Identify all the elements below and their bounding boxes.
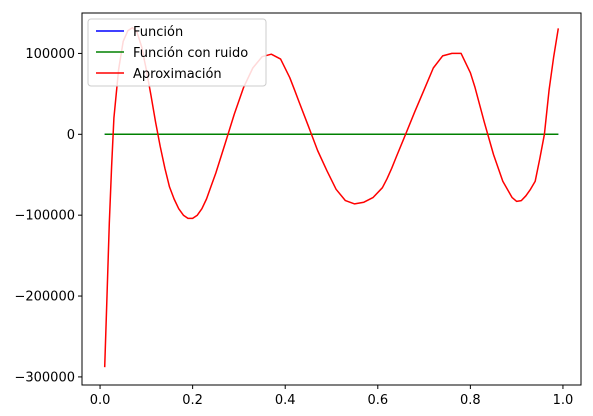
y-tick-label: 100000 [25, 47, 75, 62]
x-axis: 0.0 0.2 0.4 0.6 0.8 1.0 [90, 385, 574, 408]
legend-label: Función con ruido [133, 46, 248, 61]
x-tick-label: 0.2 [182, 393, 203, 408]
y-tick-label: −100000 [14, 209, 75, 224]
legend-box [87, 18, 267, 87]
legend: Función Función con ruido Aproximación [87, 18, 267, 87]
y-axis: −300000 −200000 −100000 0 100000 [14, 47, 82, 385]
y-tick-label: 0 [67, 128, 75, 143]
x-tick-label: 0.8 [460, 393, 481, 408]
y-tick-label: −300000 [14, 370, 75, 385]
legend-label: Función [133, 25, 183, 40]
legend-label: Aproximación [133, 67, 222, 82]
plot-area [103, 26, 560, 368]
x-tick-label: 0.4 [275, 393, 296, 408]
y-tick-label: −200000 [14, 290, 75, 305]
x-tick-label: 1.0 [553, 393, 574, 408]
series-line-2 [103, 26, 560, 368]
x-tick-label: 0.0 [90, 393, 111, 408]
x-tick-label: 0.6 [367, 393, 388, 408]
plot-frame [81, 12, 582, 386]
